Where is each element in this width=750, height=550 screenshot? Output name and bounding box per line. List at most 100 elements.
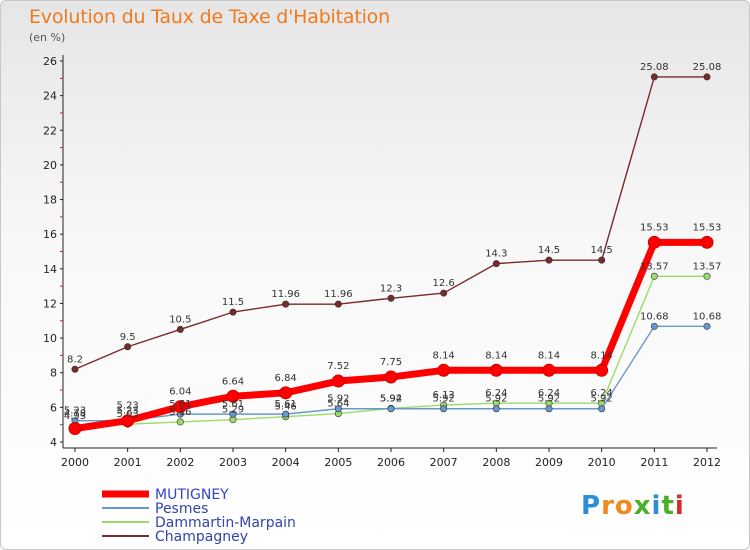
data-point: [703, 73, 711, 81]
logo-letter: i: [674, 491, 685, 521]
data-label: 5.92: [591, 394, 613, 405]
x-tick-label: 2011: [640, 456, 668, 469]
data-point: [124, 343, 132, 351]
data-point: [703, 322, 711, 330]
data-point: [489, 363, 503, 377]
data-label: 5.29: [222, 405, 244, 416]
data-label: 8.14: [538, 350, 560, 361]
data-point: [700, 235, 714, 249]
data-label: 6.24: [538, 388, 560, 399]
data-label: 25.08: [640, 62, 669, 73]
data-label: 5.61: [275, 399, 297, 410]
legend-label: Pesmes: [155, 501, 208, 517]
data-point: [121, 414, 135, 428]
y-tick-label: 12: [43, 297, 57, 310]
legend-label: MUTIGNEY: [155, 487, 229, 503]
y-tick-label: 24: [43, 90, 57, 103]
y-tick-label: 20: [43, 159, 57, 172]
data-point: [279, 386, 293, 400]
data-label: 4.78: [64, 408, 86, 419]
data-point: [229, 308, 237, 316]
data-point: [229, 410, 237, 418]
data-point: [387, 405, 395, 413]
data-point: [176, 418, 184, 426]
data-point: [331, 374, 345, 388]
x-tick-label: 2007: [430, 456, 458, 469]
data-label: 11.5: [222, 297, 244, 308]
data-label: 8.14: [485, 350, 507, 361]
logo-letter: P: [581, 491, 602, 521]
data-point: [650, 272, 658, 280]
data-label: 7.52: [327, 361, 349, 372]
data-label: 5.23: [64, 406, 86, 417]
data-point: [492, 405, 500, 413]
data-point: [334, 300, 342, 308]
data-point: [384, 370, 398, 384]
data-point: [650, 322, 658, 330]
y-tick-label: 14: [43, 263, 57, 276]
data-point: [440, 289, 448, 297]
x-tick-label: 2006: [377, 456, 405, 469]
x-tick-label: 2004: [272, 456, 300, 469]
data-label: 5.92: [433, 394, 455, 405]
data-label: 10.5: [169, 314, 191, 325]
data-point: [492, 260, 500, 268]
data-label: 14.5: [538, 245, 560, 256]
data-label: 6.64: [222, 376, 244, 387]
x-tick-label: 2009: [535, 456, 563, 469]
data-label: 25.08: [693, 62, 722, 73]
data-label: 12.3: [380, 283, 402, 294]
data-label: 5.61: [222, 399, 244, 410]
data-label: 6.13: [433, 390, 455, 401]
y-tick-label: 6: [50, 401, 57, 414]
data-label: 12.6: [433, 278, 455, 289]
data-label: 10.68: [640, 311, 669, 322]
data-point: [71, 365, 79, 373]
data-label: 5.23: [117, 401, 139, 412]
data-label: 14.3: [485, 249, 507, 260]
data-label: 14.5: [591, 245, 613, 256]
proxiti-logo: Proxiti: [581, 491, 685, 521]
data-label: 13.57: [693, 261, 722, 272]
data-point: [387, 294, 395, 302]
data-label: 5.23: [117, 406, 139, 417]
data-label: 6.24: [591, 388, 613, 399]
x-tick-label: 2002: [166, 456, 194, 469]
data-label: 9.5: [120, 332, 136, 343]
data-label: 5.61: [169, 399, 191, 410]
data-point: [595, 363, 609, 377]
y-tick-label: 26: [43, 55, 57, 68]
data-point: [173, 400, 187, 414]
data-label: 5.92: [538, 394, 560, 405]
data-point: [437, 363, 451, 377]
data-point: [650, 73, 658, 81]
data-label: 5.94: [380, 393, 402, 404]
logo-letter: i: [651, 491, 662, 521]
data-point: [282, 300, 290, 308]
data-label: 10.68: [693, 311, 722, 322]
logo-letter: o: [614, 491, 634, 521]
data-label: 5.92: [327, 394, 349, 405]
data-label: 11.96: [271, 289, 300, 300]
data-label: 5.92: [485, 394, 507, 405]
data-label: 8.14: [433, 350, 455, 361]
unit-label: (en %): [29, 31, 66, 44]
data-point: [334, 405, 342, 413]
data-label: 7.75: [380, 357, 402, 368]
data-point: [703, 272, 711, 280]
data-label: 4.93: [64, 411, 86, 422]
logo-letter: x: [633, 491, 652, 521]
x-tick-label: 2003: [219, 456, 247, 469]
data-label: 11.96: [324, 289, 353, 300]
data-label: 5.64: [327, 399, 349, 410]
x-tick-label: 2000: [61, 456, 89, 469]
data-point: [598, 405, 606, 413]
y-tick-label: 22: [43, 124, 57, 137]
y-tick-label: 8: [50, 367, 57, 380]
x-tick-label: 2001: [114, 456, 142, 469]
data-point: [440, 405, 448, 413]
x-tick-label: 2005: [324, 456, 352, 469]
chart-title: Evolution du Taux de Taxe d'Habitation: [29, 6, 390, 28]
